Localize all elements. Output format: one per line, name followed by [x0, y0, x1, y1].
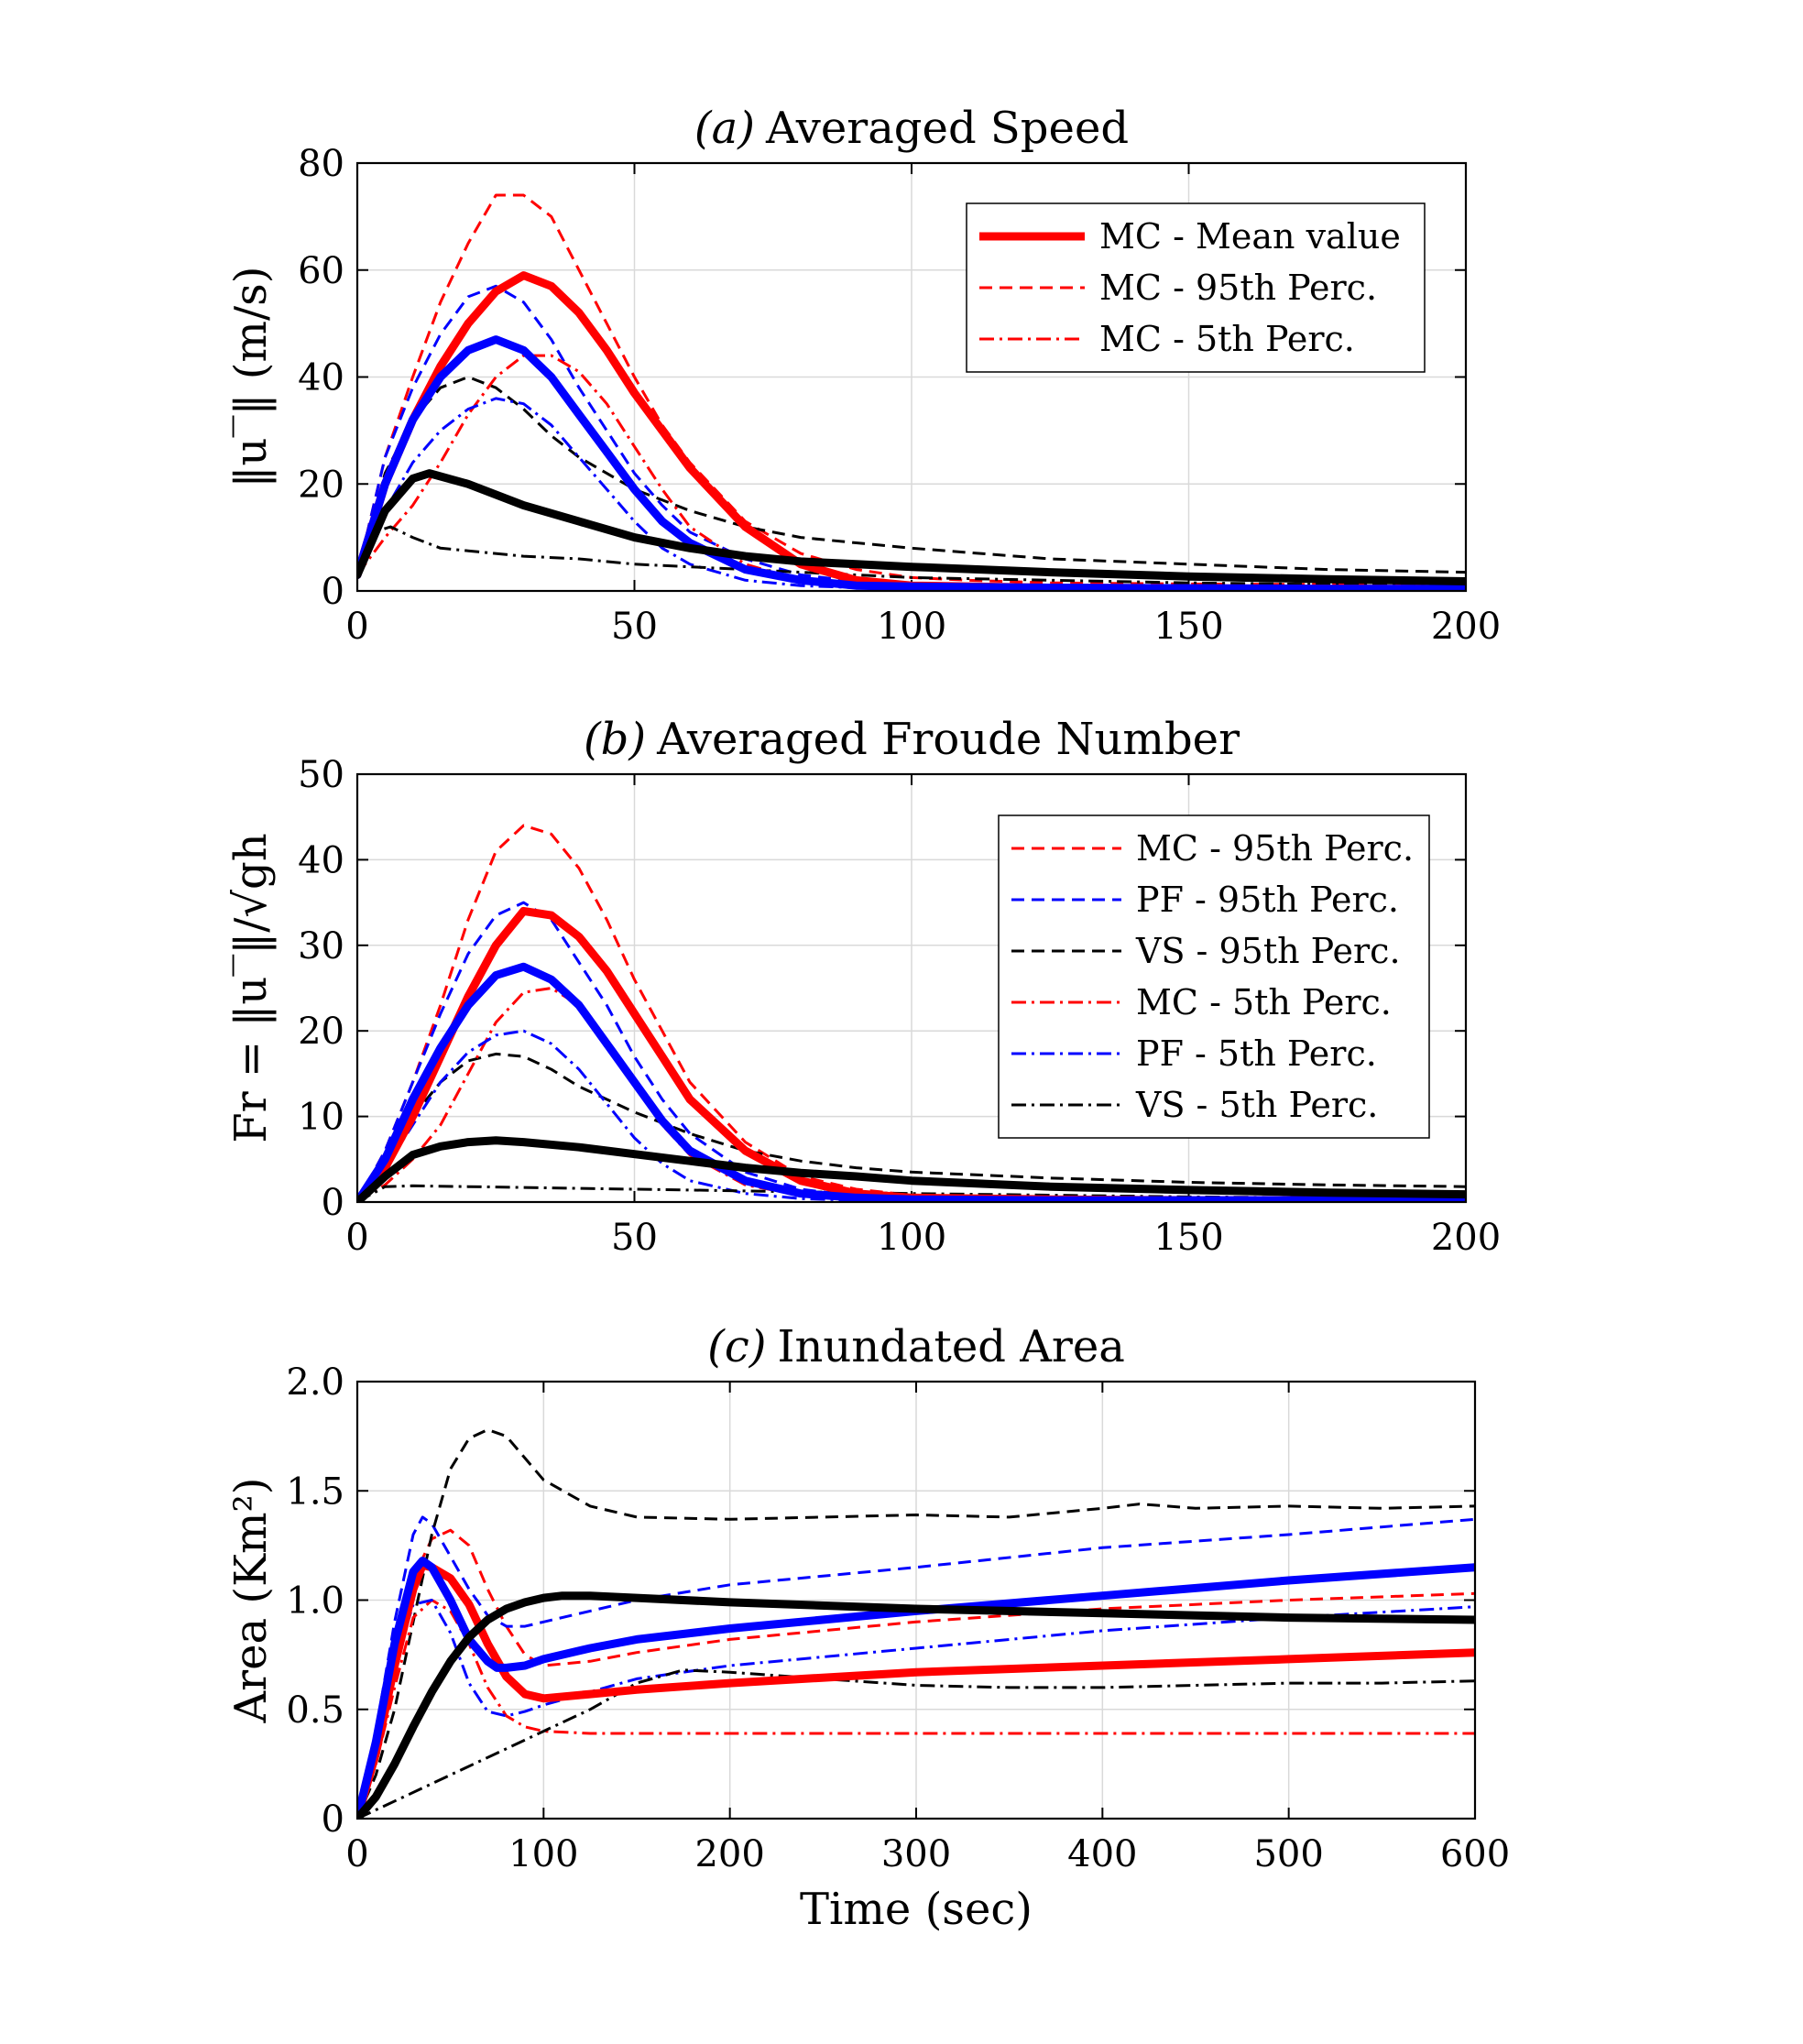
legend-label: MC - 5th Perc. [1099, 319, 1355, 359]
series-line-pf-5th-perc [357, 397, 1466, 591]
x-tick-label: 200 [694, 1833, 764, 1875]
x-tick-label: 500 [1253, 1833, 1323, 1875]
x-tick-label: 100 [877, 606, 946, 648]
y-tick-label: 20 [298, 1011, 344, 1053]
y-tick-label: 30 [298, 925, 344, 967]
y-axis-label: Fr = ‖u‾‖/√gh [225, 833, 277, 1142]
legend: MC - Mean value MC - 95th Perc. MC - 5th P… [966, 202, 1426, 373]
series-line-pf-5th-perc [357, 1029, 1466, 1202]
y-tick-label: 0.5 [286, 1689, 344, 1732]
x-tick-label: 0 [345, 606, 368, 648]
panel-title: (a) Averaged Speed [694, 103, 1129, 154]
x-tick-label: 100 [877, 1217, 946, 1259]
series-line-vs-5th-perc [357, 1668, 1475, 1819]
x-tick-label: 200 [1431, 1217, 1501, 1259]
panel-title-text: Averaged Froude Number [656, 714, 1240, 765]
series-line-vs-5th-perc [357, 525, 1466, 587]
series-line-pf-mean-value [357, 962, 1466, 1202]
legend-label: MC - 95th Perc. [1099, 268, 1377, 308]
y-tick-label: 20 [298, 464, 344, 506]
x-tick-label: 0 [345, 1833, 368, 1875]
panel-title: (b) Averaged Froude Number [584, 714, 1240, 765]
panel-title-prefix: (a) [694, 103, 755, 154]
y-tick-label: 0 [322, 1182, 344, 1224]
y-tick-label: 40 [298, 357, 344, 399]
legend-box [998, 814, 1430, 1139]
panel-title-prefix: (c) [707, 1321, 766, 1372]
series-line-mc-mean-value [357, 1560, 1475, 1819]
y-tick-label: 40 [298, 839, 344, 881]
panel-title-prefix: (b) [584, 714, 646, 765]
y-tick-label: 60 [298, 250, 344, 292]
panel-title-text: Inundated Area [777, 1321, 1124, 1372]
y-axis-label: Area (Km²) [225, 1478, 277, 1724]
legend-label: VS - 95th Perc. [1135, 931, 1401, 971]
legend-label: PF - 95th Perc. [1136, 880, 1399, 920]
y-axis-label: ‖u‾‖ (m/s) [225, 267, 277, 488]
y-tick-label: 80 [298, 143, 344, 185]
series-line-vs-mean-value [357, 1136, 1466, 1202]
legend-label: VS - 5th Perc. [1135, 1085, 1378, 1125]
legend: MC - 95th Perc. PF - 95th Perc. VS - 95th … [998, 814, 1430, 1139]
series-line-pf-mean-value [357, 335, 1466, 591]
series-line-vs-5th-perc [357, 1184, 1466, 1202]
y-tick-label: 0 [322, 571, 344, 613]
series-line-vs-mean-value [357, 1591, 1475, 1819]
x-tick-label: 200 [1431, 606, 1501, 648]
x-tick-label: 300 [881, 1833, 951, 1875]
y-tick-label: 0 [322, 1798, 344, 1841]
series-line-pf-95th-perc [357, 1515, 1475, 1819]
axes-frame [355, 772, 1468, 1204]
panel-title: (c) Inundated Area [707, 1321, 1125, 1372]
series-line-pf-95th-perc [357, 901, 1466, 1202]
x-tick-label: 50 [611, 606, 658, 648]
series-group [357, 824, 1466, 1202]
y-tick-label: 1.0 [286, 1580, 344, 1623]
chart-panel-b: 0 50 100 150 200 0 10 20 30 40 50 (b) Averaged Froud… [225, 714, 1501, 1259]
series-line-mc-95th-perc [357, 193, 1466, 586]
chart-panel-a: 0 50 100 150 200 0 20 40 60 80 (a) Averaged Speed ‖u… [225, 103, 1501, 648]
y-tick-label: 1.5 [286, 1470, 344, 1513]
x-tick-label: 600 [1440, 1833, 1510, 1875]
series-line-pf-mean-value [357, 1557, 1475, 1819]
x-tick-label: 0 [345, 1217, 368, 1259]
panel-title-text: Averaged Speed [765, 103, 1129, 154]
x-axis-label: Time (sec) [800, 1884, 1033, 1935]
legend-label: MC - 5th Perc. [1136, 982, 1392, 1022]
y-tick-label: 2.0 [286, 1361, 344, 1404]
series-line-vs-mean-value [357, 469, 1466, 585]
y-tick-label: 50 [298, 754, 344, 796]
axes-frame [355, 161, 1468, 593]
legend-label: PF - 5th Perc. [1136, 1033, 1377, 1074]
series-line-mc-95th-perc [357, 824, 1466, 1202]
x-tick-label: 150 [1153, 1217, 1223, 1259]
y-tick-label: 10 [298, 1097, 344, 1139]
x-tick-label: 100 [508, 1833, 578, 1875]
series-group [357, 1428, 1475, 1819]
axes-frame [355, 1380, 1477, 1820]
legend-label: MC - 95th Perc. [1136, 828, 1414, 869]
x-tick-label: 50 [611, 1217, 658, 1259]
series-line-vs-95th-perc [357, 376, 1466, 575]
x-tick-label: 150 [1153, 606, 1223, 648]
x-tick-label: 400 [1067, 1833, 1137, 1875]
series-group [357, 193, 1466, 591]
legend-label: MC - Mean value [1099, 216, 1401, 257]
chart-panel-c: 0 100 200 300 400 500 600 0 0.5 1.0 1.5 2.0 (c) Inund… [225, 1321, 1510, 1935]
